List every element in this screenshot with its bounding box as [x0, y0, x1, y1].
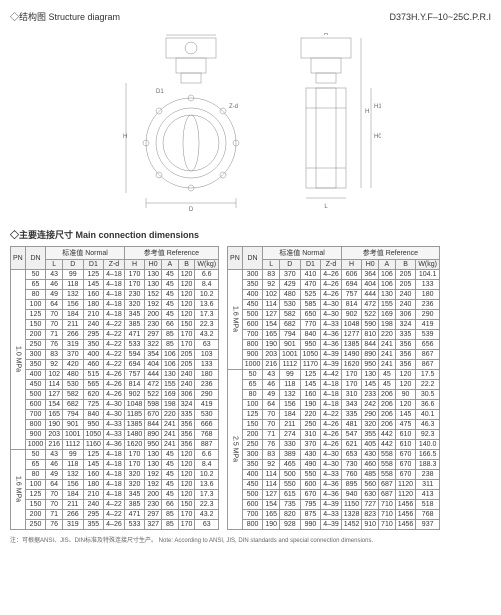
svg-text:L: L	[324, 204, 328, 210]
dimensions-table-2: PNDN标准值 Normal参考值 ReferenceLDD1Z-dHH0ABW…	[227, 246, 440, 530]
svg-text:H: H	[365, 109, 369, 115]
dimensions-table-1: PNDN标准值 Normal参考值 ReferenceLDD1Z-dHH0ABW…	[10, 246, 219, 530]
svg-text:H1: H1	[374, 104, 381, 110]
svg-text:D: D	[188, 207, 193, 213]
svg-text:H: H	[123, 134, 127, 140]
svg-text:B: B	[188, 33, 192, 35]
svg-text:Z-d: Z-d	[229, 104, 238, 110]
svg-text:H0: H0	[374, 134, 381, 140]
structure-diagram: B D D1 Z-d H H H0 H1 L A	[10, 33, 491, 213]
svg-text:A: A	[323, 33, 327, 37]
section-title-dimensions: ◇主要连接尺寸 Main connection dimensions	[10, 228, 491, 241]
header-right: D373H.Y.F–10~25C.P.R.I	[390, 12, 491, 22]
footnote: 注：可根据ANSI、JIS、DIN标准及特殊连接尺寸生产。 Note: Acco…	[10, 535, 491, 544]
svg-text:D1: D1	[156, 89, 164, 95]
header-left: ◇结构图 Structure diagram	[10, 10, 120, 23]
